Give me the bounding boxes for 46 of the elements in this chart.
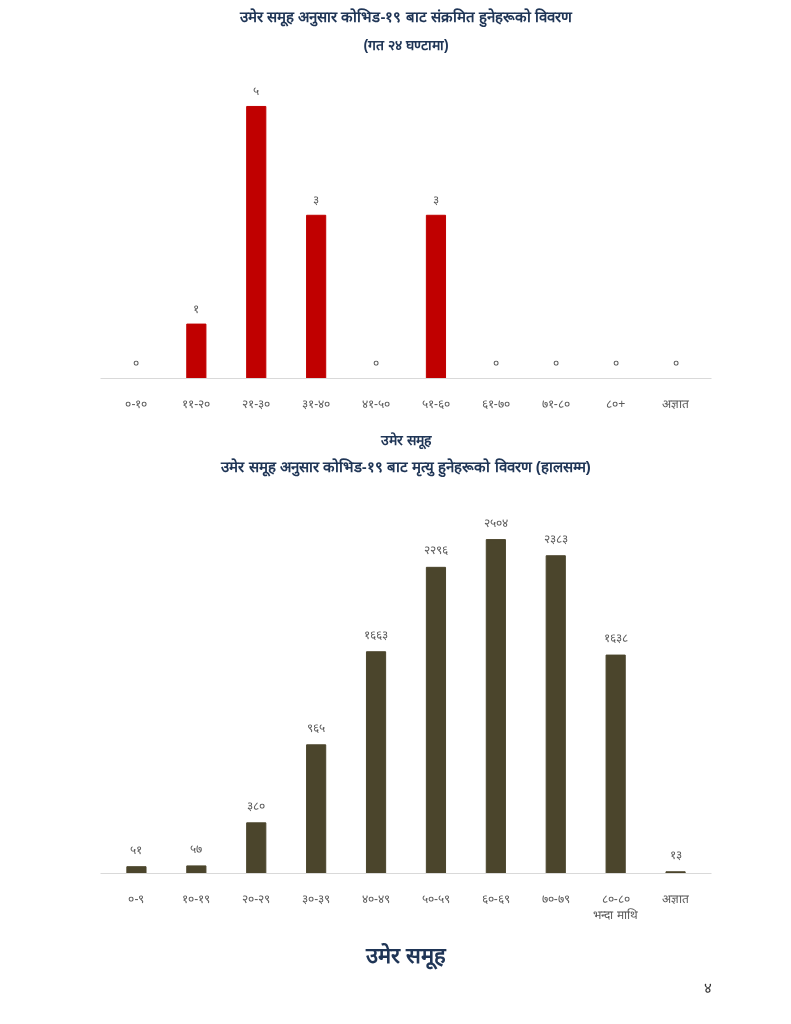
x-tick-label: ६१-७० — [481, 396, 510, 411]
x-tick-label: ५०-५९ — [421, 891, 450, 906]
x-tick-label: ०-९ — [128, 891, 145, 906]
data-label: १६३८ — [603, 631, 628, 646]
data-label: ० — [373, 356, 380, 371]
x-axis-title: उमेर समूह — [380, 431, 432, 450]
data-label: ० — [492, 356, 499, 371]
x-tick-label: ८०-८० भन्दा माथि — [593, 891, 638, 923]
chart-subtitle: (गत २४ घण्टामा) — [363, 36, 449, 53]
x-tick-label: २०-२९ — [242, 891, 271, 906]
x-tick-label: ११-२० — [182, 396, 211, 411]
x-tick-label: ७०-७९ — [541, 891, 570, 906]
x-tick-label: १०-१९ — [182, 891, 211, 906]
x-tick-label: ३१-४० — [302, 396, 331, 411]
data-label: ० — [672, 356, 679, 371]
data-label: २२९६ — [423, 543, 448, 558]
x-tick-label: ७१-८० — [541, 396, 570, 411]
data-label: ५७ — [190, 841, 203, 856]
chart-title: उमेर समूह अनुसार कोभिड-१९ बाट मृत्यु हुनेहरूको विवरण (हालसम्म) — [220, 457, 591, 478]
data-label: ५१ — [130, 842, 143, 857]
data-label: ३ — [313, 193, 320, 208]
data-label: ५ — [253, 84, 260, 99]
data-label: ० — [552, 356, 559, 371]
data-label: १६६३ — [364, 627, 389, 642]
data-label: ३८० — [247, 798, 266, 813]
x-tick-label: ४०-४९ — [362, 891, 391, 906]
x-tick-label: ४१-५० — [362, 396, 391, 411]
x-tick-label: ५१-६० — [421, 396, 450, 411]
x-tick-label: अज्ञात — [662, 396, 691, 411]
data-label: ३ — [432, 193, 439, 208]
data-label: ० — [612, 356, 619, 371]
x-tick-label: २१-३० — [242, 396, 271, 411]
data-label: २५०४ — [483, 515, 508, 530]
x-axis-title: उमेर समूह — [364, 942, 448, 971]
data-label: १३ — [669, 847, 682, 862]
x-tick-label: ६०-६९ — [481, 891, 510, 906]
data-label: ९६५ — [307, 720, 326, 735]
data-label: ० — [133, 356, 140, 371]
chart-title: उमेर समूह अनुसार कोभिड-१९ बाट संक्रमित हुनेहरूको विवरण — [238, 7, 574, 28]
data-label: १ — [193, 301, 200, 316]
text: ४ — [703, 978, 712, 996]
x-tick-label: ८०+ — [606, 396, 626, 411]
data-label: २३८३ — [543, 531, 568, 546]
x-tick-label: ०-१० — [125, 396, 148, 411]
x-tick-label: ३०-३९ — [302, 891, 331, 906]
x-tick-label: अज्ञात — [662, 891, 691, 906]
